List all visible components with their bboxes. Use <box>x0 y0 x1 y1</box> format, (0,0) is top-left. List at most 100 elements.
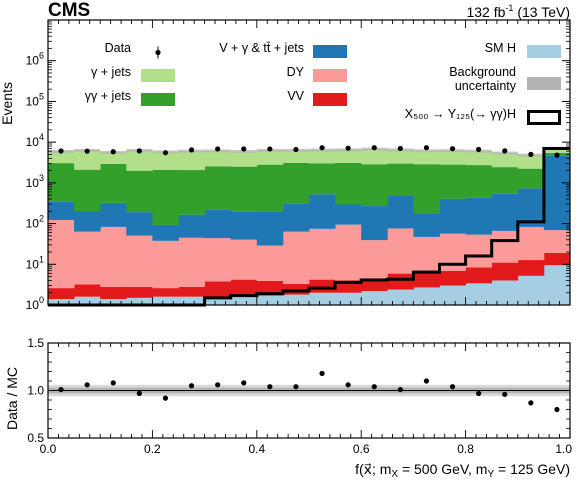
bar-segment <box>178 296 205 305</box>
bar-segment <box>413 287 440 305</box>
bar-segment <box>439 285 466 305</box>
bar-segment <box>309 279 336 293</box>
ratio-y-tick-label: 1.0 <box>27 384 44 398</box>
legend-swatch <box>141 93 175 106</box>
bar-segment <box>48 163 75 202</box>
data-point <box>267 146 273 152</box>
bar-segment <box>74 296 101 305</box>
ratio-point <box>397 386 403 393</box>
ratio-point <box>319 370 325 376</box>
bar-segment <box>204 150 232 167</box>
bar-segment <box>100 286 127 300</box>
legend-label: Data <box>105 41 131 55</box>
bar-segment <box>335 149 362 163</box>
bar-segment <box>387 149 414 164</box>
bar-segment <box>361 279 388 292</box>
bar-segment <box>126 286 153 298</box>
bar-segment <box>335 224 362 281</box>
bar-segment <box>465 197 493 235</box>
bar-segment <box>387 163 414 196</box>
bar-segment <box>256 150 284 165</box>
bar-segment <box>335 204 362 225</box>
bar-segment <box>100 163 127 203</box>
bar-segment <box>335 162 362 205</box>
legend-label: Background <box>449 65 516 79</box>
data-point <box>449 146 456 152</box>
bar-segment <box>230 239 258 280</box>
bar-segment <box>126 212 153 236</box>
x-tick-label: 1.0 <box>555 442 572 456</box>
bar-segment <box>517 260 545 276</box>
ratio-point <box>476 390 482 396</box>
data-point <box>554 152 560 158</box>
bar-segment <box>543 252 571 266</box>
bar-segment <box>465 283 493 305</box>
ratio-axes: 0.5 1.0 1.5 0.0 0.2 0.4 0.6 0.8 1.0 <box>27 336 572 456</box>
bar-segment <box>361 291 388 305</box>
bar-segment <box>465 234 493 268</box>
data-point <box>188 147 195 153</box>
bar-segment <box>152 240 179 289</box>
bar-segment <box>439 150 466 165</box>
legend-swatch <box>527 77 561 90</box>
bar-segment <box>74 211 101 232</box>
y-tick-label: 100 <box>26 295 44 312</box>
bar-segment <box>152 169 179 225</box>
bar-segment <box>126 150 153 171</box>
bar-segment <box>204 238 232 282</box>
legend-label: γγ + jets <box>85 89 131 103</box>
data-point <box>397 145 403 152</box>
bar-segment <box>282 294 310 305</box>
bar-segment <box>256 280 284 296</box>
legend-swatch <box>313 45 347 58</box>
data-point <box>162 150 169 156</box>
ratio-point <box>502 391 508 397</box>
bar-segment <box>152 151 179 170</box>
ratio-point <box>528 400 534 406</box>
ratio-plot: 0.5 1.0 1.5 0.0 0.2 0.4 0.6 0.8 1.0 Data / MC f(… <box>4 336 572 480</box>
bar-segment <box>230 295 258 305</box>
bar-segment <box>282 150 310 163</box>
y-axis-label: Events <box>0 82 15 125</box>
bar-segment <box>178 237 205 287</box>
legend-swatch <box>313 69 347 82</box>
bar-segment <box>126 235 153 287</box>
ratio-point <box>267 384 273 390</box>
x-tick-label: 0.4 <box>248 442 265 456</box>
y-tick-label: 103 <box>26 173 44 190</box>
data-point <box>293 146 299 153</box>
bar-segment <box>361 240 388 280</box>
data-point <box>371 145 377 151</box>
data-point <box>423 145 430 151</box>
y-tick-label: 105 <box>26 91 44 108</box>
bar-segment <box>178 150 205 171</box>
bar-segment <box>230 279 258 296</box>
bar-segment <box>361 164 388 207</box>
bar-segment <box>543 148 571 153</box>
ratio-point <box>110 380 116 386</box>
ratio-point <box>58 386 64 393</box>
x-tick-label: 0.6 <box>353 442 370 456</box>
bar-segment <box>100 152 127 164</box>
bar-segment <box>204 296 232 305</box>
bar-segment <box>517 226 545 261</box>
main-axes: 100 101 102 103 104 105 106 <box>26 19 571 312</box>
x-tick-label: 0.0 <box>40 442 57 456</box>
bar-segment <box>491 152 519 168</box>
data-point <box>319 145 325 151</box>
bar-segment <box>465 151 493 166</box>
data-point <box>345 145 351 151</box>
bar-segment <box>517 275 545 305</box>
legend-label: uncertainty <box>455 79 517 93</box>
bar-segment <box>439 270 466 286</box>
bar-segment <box>282 231 310 284</box>
data-points <box>58 145 560 158</box>
bar-segment <box>178 286 205 297</box>
luminosity-label: 132 fb-1 (13 TeV) <box>466 3 570 20</box>
uncertainty-segment <box>413 149 440 153</box>
bar-segment <box>491 193 519 231</box>
legend-swatch <box>141 69 175 82</box>
bar-segment <box>282 203 310 232</box>
y-tick-label: 104 <box>26 132 44 149</box>
